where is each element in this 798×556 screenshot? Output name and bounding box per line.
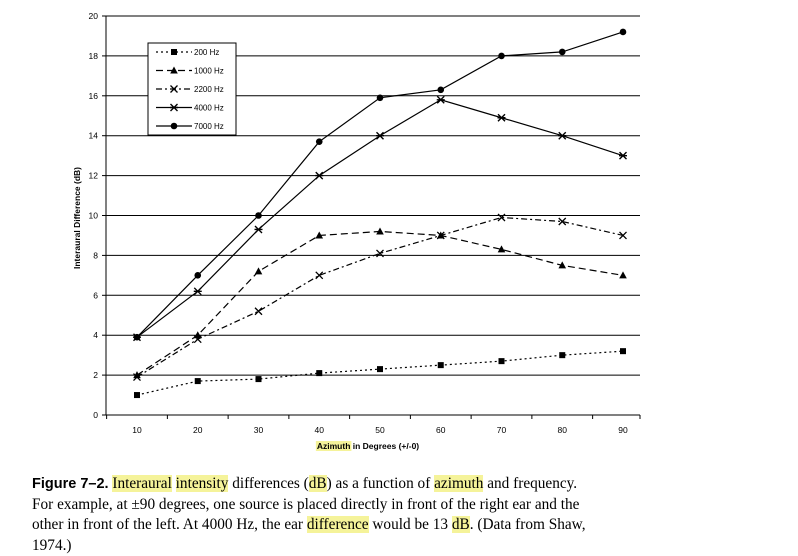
point-200-hz-10 (134, 392, 140, 398)
caption-highlight: dB (309, 475, 327, 492)
caption-line-3: other in front of the left. At 4000 Hz, … (32, 515, 772, 536)
chart: 0 2 4 6 8 10 12 14 16 18 20 10 20 30 40 50 60 70 80 90 200… (0, 0, 798, 470)
point-1000-hz-30 (255, 267, 263, 274)
caption-line-1: Figure 7–2. Interaural intensity differe… (32, 474, 772, 495)
legend-marker-7000-hz (171, 123, 178, 130)
point-7000-hz-90 (620, 29, 627, 36)
point-4000-hz-50 (376, 132, 384, 139)
y-tick-label-4: 4 (93, 330, 98, 340)
x-tick-label-10: 10 (132, 425, 142, 435)
y-tick-label-0: 0 (93, 410, 98, 420)
caption-line-4: 1974.) (32, 536, 772, 556)
point-200-hz-90 (620, 348, 626, 354)
point-200-hz-50 (377, 366, 383, 372)
series-2200-hz (134, 214, 627, 381)
y-tick-label-8: 8 (93, 250, 98, 260)
caption-text: . (Data from Shaw, (470, 516, 586, 533)
y-tick-label-6: 6 (93, 290, 98, 300)
point-4000-hz-70 (498, 114, 506, 121)
legend-label-7000-hz: 7000 Hz (194, 122, 224, 131)
y-tick-label-2: 2 (93, 370, 98, 380)
point-4000-hz-90 (619, 152, 627, 159)
y-tick-label-18: 18 (89, 51, 99, 61)
legend: 200 Hz 1000 Hz 2200 Hz 4000 Hz 7000 Hz (148, 43, 236, 135)
y-tick-label-12: 12 (89, 171, 99, 181)
caption-text: and frequency. (483, 475, 577, 492)
point-7000-hz-60 (437, 87, 444, 94)
point-2200-hz-30 (255, 308, 262, 315)
caption-highlight: intensity (176, 475, 229, 492)
legend-label-200-hz: 200 Hz (194, 48, 219, 57)
point-7000-hz-30 (255, 212, 262, 219)
point-200-hz-30 (256, 376, 262, 382)
y-tick-label-10: 10 (89, 211, 99, 221)
legend-label-4000-hz: 4000 Hz (194, 104, 224, 113)
figure-label: Figure 7–2. (32, 476, 109, 492)
caption-text: For example, at ±90 degrees, one source … (32, 496, 579, 513)
caption-text: 1974.) (32, 537, 72, 554)
point-7000-hz-70 (498, 53, 505, 60)
figure-caption: Figure 7–2. Interaural intensity differe… (32, 474, 772, 556)
x-axis-title: Azimuth in Degrees (+/-0) (317, 441, 419, 451)
x-tick-label-70: 70 (497, 425, 507, 435)
point-200-hz-40 (316, 370, 322, 376)
caption-highlight: difference (307, 516, 369, 533)
point-1000-hz-90 (619, 271, 627, 278)
caption-highlight: azimuth (434, 475, 483, 492)
x-tick-label-80: 80 (558, 425, 568, 435)
y-tick-label-16: 16 (89, 91, 99, 101)
point-2200-hz-40 (316, 272, 323, 279)
point-7000-hz-20 (194, 272, 201, 279)
y-axis-title: Interaural Difference (dB) (72, 167, 82, 269)
point-7000-hz-50 (377, 94, 384, 101)
x-tick-labels: 10 20 30 40 50 60 70 80 90 (132, 425, 628, 435)
caption-text: would be 13 (369, 516, 452, 533)
point-1000-hz-50 (376, 227, 384, 234)
legend-marker-200-hz (171, 49, 177, 55)
point-200-hz-70 (499, 358, 505, 364)
caption-line-2: For example, at ±90 degrees, one source … (32, 495, 772, 516)
legend-label-1000-hz: 1000 Hz (194, 67, 224, 76)
point-4000-hz-30 (255, 226, 263, 233)
series-line-2200-hz (137, 217, 623, 377)
caption-text: ) as a function of (327, 475, 434, 492)
x-tick-label-40: 40 (315, 425, 325, 435)
x-axis-title-highlighted-word: Azimuth (317, 441, 351, 451)
point-4000-hz-80 (558, 132, 566, 139)
legend-label-2200-hz: 2200 Hz (194, 85, 224, 94)
x-tick-label-50: 50 (375, 425, 385, 435)
point-4000-hz-60 (437, 96, 445, 103)
series-line-200-hz (137, 351, 623, 395)
y-tick-label-14: 14 (89, 131, 99, 141)
point-7000-hz-80 (559, 49, 566, 56)
caption-highlight: Interaural (112, 475, 171, 492)
point-4000-hz-20 (194, 288, 202, 295)
series-1000-hz (133, 227, 627, 378)
y-tick-label-20: 20 (89, 11, 99, 21)
point-7000-hz-40 (316, 138, 323, 145)
point-200-hz-60 (438, 362, 444, 368)
point-7000-hz-10 (134, 334, 141, 341)
caption-text: other in front of the left. At 4000 Hz, … (32, 516, 307, 533)
caption-highlight: dB (452, 516, 470, 533)
caption-text: differences ( (228, 475, 308, 492)
series-200-hz (134, 348, 626, 398)
point-4000-hz-40 (315, 172, 323, 179)
point-200-hz-80 (559, 352, 565, 358)
y-tick-labels: 0 2 4 6 8 10 12 14 16 18 20 (89, 11, 99, 420)
x-tick-label-60: 60 (436, 425, 446, 435)
x-axis-title-rest: in Degrees (+/-0) (350, 441, 419, 451)
x-tick-label-20: 20 (193, 425, 203, 435)
x-tick-label-30: 30 (254, 425, 264, 435)
point-200-hz-20 (195, 378, 201, 384)
x-tick-label-90: 90 (618, 425, 628, 435)
